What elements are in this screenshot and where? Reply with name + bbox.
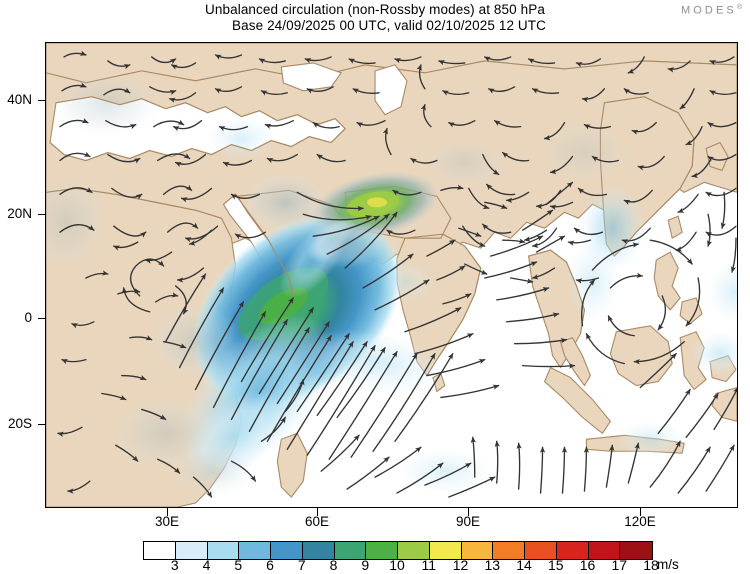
wind-vector-layer <box>57 50 737 498</box>
colorbar-cell-7 <box>366 542 398 559</box>
colorbar-cell-8 <box>398 542 430 559</box>
colorbar-tick-7: 7 <box>297 557 306 573</box>
colorbar-tick-17: 17 <box>611 557 628 573</box>
colorbar-tick-9: 9 <box>361 557 370 573</box>
modes-logo: MODES® <box>681 4 742 17</box>
windspeed-shading-layer <box>46 72 737 498</box>
ytick-label-20n: 20N <box>7 206 32 221</box>
registered-mark-icon: ® <box>736 4 742 11</box>
colorbar-tick-12: 12 <box>452 557 469 573</box>
colorbar-tick-6: 6 <box>266 557 274 573</box>
ytick-label-0: 0 <box>24 310 32 325</box>
colorbar-cell-5 <box>302 542 335 559</box>
chart-subtitle: Base 24/09/2025 00 UTC, valid 02/10/2025… <box>232 18 546 33</box>
xtick-label-30e: 30E <box>154 514 180 529</box>
modes-logo-text: MODES <box>680 4 737 17</box>
colorbar-tick-18: 18 <box>643 557 659 573</box>
colorbar-cell-0 <box>144 542 176 559</box>
colorbar-tick-4: 4 <box>202 557 211 573</box>
colorbar-cell-13 <box>556 542 589 559</box>
xtick-label-90e: 90E <box>455 514 481 529</box>
colorbar-tick-13: 13 <box>484 557 501 573</box>
colorbar <box>143 541 653 560</box>
colorbar-cell-14 <box>588 542 621 559</box>
chart-title-block: Unbalanced circulation (non-Rossby modes… <box>0 2 750 34</box>
colorbar-units-label: m/s <box>657 557 679 572</box>
colorbar-cell-6 <box>334 542 367 559</box>
colorbar-cell-12 <box>525 542 557 559</box>
colorbar-cell-15 <box>620 542 652 559</box>
map-plot-area <box>45 42 738 508</box>
colorbar-tick-8: 8 <box>329 557 338 573</box>
colorbar-tick-15: 15 <box>547 557 564 573</box>
map-canvas <box>46 43 737 507</box>
colorbar-cell-10 <box>461 542 494 559</box>
xtick-label-60e: 60E <box>304 514 330 529</box>
colorbar-cell-3 <box>239 542 271 559</box>
page-title: Unbalanced circulation (non-Rossby modes… <box>205 2 545 17</box>
ytick-label-40n: 40N <box>7 92 32 107</box>
colorbar-cell-11 <box>493 542 525 559</box>
colorbar-cell-4 <box>271 542 303 559</box>
colorbar-tick-5: 5 <box>234 557 243 573</box>
colorbar-tick-11: 11 <box>421 557 437 573</box>
ytick-label-20s: 20S <box>7 416 32 431</box>
colorbar-tick-16: 16 <box>579 557 596 573</box>
colorbar-cell-1 <box>175 542 208 559</box>
colorbar-cell-9 <box>429 542 462 559</box>
colorbar-tick-3: 3 <box>170 557 179 573</box>
colorbar-tick-10: 10 <box>389 557 405 573</box>
colorbar-cell-2 <box>207 542 240 559</box>
xtick-label-120e: 120E <box>624 514 656 529</box>
colorbar-tick-14: 14 <box>516 557 532 573</box>
